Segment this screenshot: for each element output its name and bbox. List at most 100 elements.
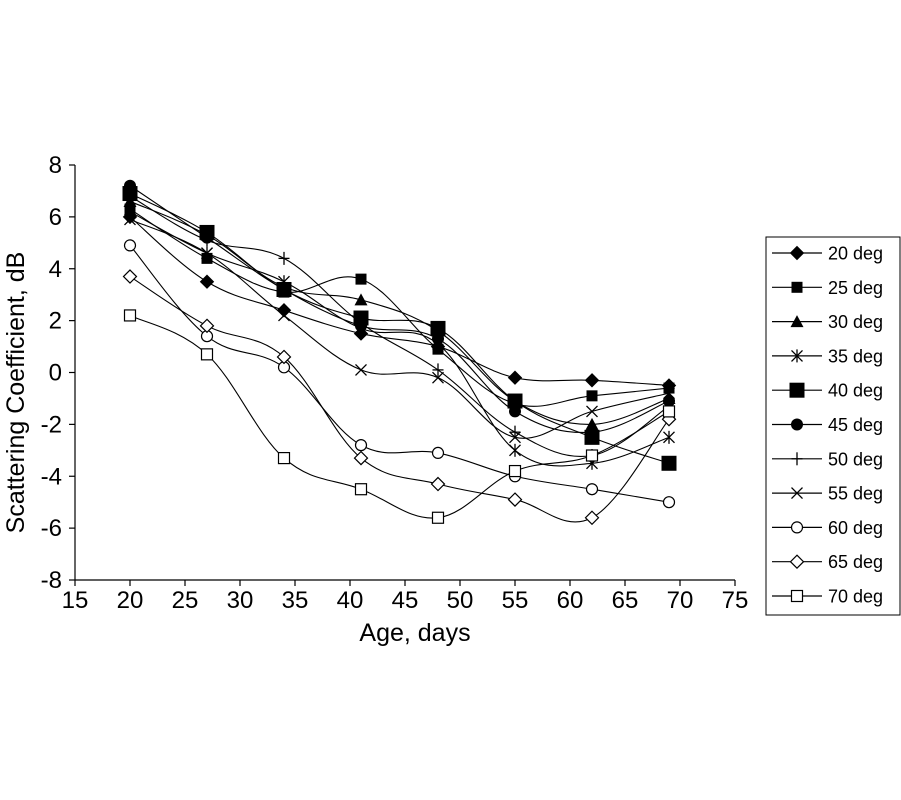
data-point-55-deg xyxy=(201,247,213,260)
x-tick-label: 55 xyxy=(502,587,529,614)
data-point-55-deg xyxy=(124,213,136,226)
data-point-45-deg xyxy=(509,405,521,418)
legend-label: 40 deg xyxy=(828,381,883,401)
y-tick-label: 8 xyxy=(49,152,62,179)
legend-item-40-deg: 40 deg xyxy=(772,381,883,401)
data-point-60-deg xyxy=(431,446,445,460)
legend-item-45-deg: 45 deg xyxy=(772,415,883,435)
data-point-65-deg xyxy=(199,318,215,334)
legend-marker-65-deg xyxy=(789,554,805,570)
data-point-70-deg xyxy=(277,451,291,465)
legend-item-60-deg: 60 deg xyxy=(772,518,883,538)
data-point-35-deg xyxy=(509,443,521,457)
data-point-60-deg xyxy=(123,239,137,252)
series-line-50-deg xyxy=(129,195,670,457)
legend-marker-70-deg xyxy=(790,589,804,603)
data-point-25-deg xyxy=(663,382,675,394)
data-point-20-deg xyxy=(507,370,523,385)
data-point-50-deg xyxy=(278,251,290,265)
data-point-65-deg xyxy=(584,510,600,526)
legend-marker-25-deg xyxy=(791,281,803,293)
series-markers-65-deg xyxy=(122,269,677,526)
data-point-50-deg xyxy=(124,189,136,203)
y-tick-label: 4 xyxy=(49,256,62,283)
legend-label: 45 deg xyxy=(828,415,883,435)
data-point-65-deg xyxy=(430,476,446,492)
y-axis-ticks: -8 -6 -4 -2 0 2 4 6 8 xyxy=(41,152,75,594)
legend-marker-60-deg xyxy=(790,521,804,534)
data-point-25-deg xyxy=(586,390,598,402)
data-point-40-deg xyxy=(507,393,523,409)
data-point-70-deg xyxy=(200,348,214,361)
series-line-25-deg xyxy=(129,208,670,407)
legend-label: 65 deg xyxy=(828,552,883,572)
legend-label: 25 deg xyxy=(828,278,883,298)
data-point-20-deg xyxy=(199,274,215,289)
x-tick-label: 20 xyxy=(117,587,144,614)
data-point-45-deg xyxy=(586,426,598,439)
y-tick-label: -8 xyxy=(41,567,62,594)
legend-item-35-deg: 35 deg xyxy=(772,346,883,366)
legend-item-65-deg: 65 deg xyxy=(772,552,883,572)
y-tick-label: -4 xyxy=(41,463,62,490)
data-point-70-deg xyxy=(585,449,599,462)
series-line-55-deg xyxy=(129,218,670,439)
data-point-20-deg xyxy=(584,373,600,388)
series-line-70-deg xyxy=(129,314,670,519)
series-markers-70-deg xyxy=(123,309,676,524)
series-line-40-deg xyxy=(129,193,670,464)
legend-label: 35 deg xyxy=(828,346,883,366)
legend-item-25-deg: 25 deg xyxy=(772,278,883,298)
x-tick-label: 50 xyxy=(447,587,474,614)
legend-label: 20 deg xyxy=(828,244,883,264)
legend-marker-30-deg xyxy=(790,315,804,328)
x-tick-label: 70 xyxy=(667,587,694,614)
legend-label: 50 deg xyxy=(828,449,883,469)
data-point-30-deg xyxy=(585,417,599,430)
data-point-65-deg xyxy=(276,349,292,365)
y-tick-label: 0 xyxy=(49,360,62,387)
legend-item-30-deg: 30 deg xyxy=(772,312,883,332)
data-point-70-deg xyxy=(508,464,522,478)
x-tick-label: 45 xyxy=(392,587,419,614)
data-point-40-deg xyxy=(430,320,446,336)
data-point-30-deg xyxy=(354,293,368,306)
data-point-45-deg xyxy=(432,332,444,345)
data-point-60-deg xyxy=(662,496,676,509)
data-point-70-deg xyxy=(354,483,368,496)
legend-marker-45-deg xyxy=(791,418,803,431)
x-tick-label: 60 xyxy=(557,587,584,614)
data-point-65-deg xyxy=(353,450,369,466)
x-tick-label: 25 xyxy=(172,587,199,614)
data-point-40-deg xyxy=(661,455,677,471)
data-point-70-deg xyxy=(431,511,445,524)
y-axis-title: Scattering Coefficient, dB xyxy=(2,252,30,534)
y-tick-label: -6 xyxy=(41,515,62,542)
legend-item-20-deg: 20 deg xyxy=(772,244,883,264)
data-point-45-deg xyxy=(278,283,290,296)
data-point-50-deg xyxy=(432,363,444,377)
plot-axes xyxy=(74,165,735,581)
legend-item-55-deg: 55 deg xyxy=(772,484,883,504)
legend-label: 55 deg xyxy=(828,484,883,504)
data-point-25-deg xyxy=(355,273,367,285)
legend-marker-40-deg xyxy=(789,382,805,398)
data-point-55-deg xyxy=(355,363,367,376)
data-point-50-deg xyxy=(355,316,367,330)
legend-marker-35-deg xyxy=(791,349,803,363)
legend-label: 70 deg xyxy=(828,587,883,607)
data-point-60-deg xyxy=(585,483,599,496)
x-axis-title: Age, days xyxy=(359,619,470,647)
data-point-35-deg xyxy=(663,430,675,444)
legend-label: 60 deg xyxy=(828,518,883,538)
data-point-55-deg xyxy=(432,371,444,384)
x-tick-label: 30 xyxy=(227,587,254,614)
legend: 20 deg 25 deg 30 deg 35 deg 40 deg 45 deg 50 d… xyxy=(765,236,901,616)
data-point-65-deg xyxy=(122,269,138,284)
plot-markers xyxy=(122,179,677,526)
x-tick-label: 15 xyxy=(62,587,89,614)
legend-marker-20-deg xyxy=(789,245,805,261)
series-line-45-deg xyxy=(129,185,670,434)
data-point-55-deg xyxy=(509,431,521,444)
